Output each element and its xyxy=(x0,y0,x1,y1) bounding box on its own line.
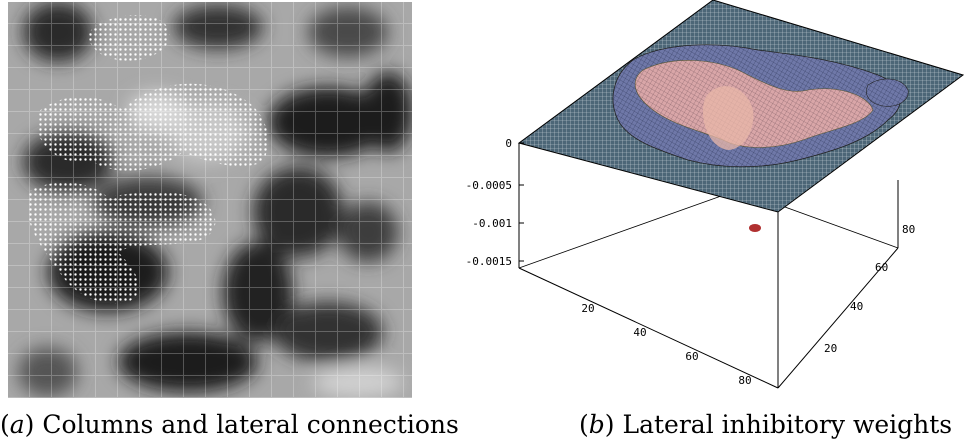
z-tick-label: -0.001 xyxy=(472,217,512,230)
inhibitory-weights-surface-plot: 0 -0.0005 -0.001 -0.0015 20 40 60 80 20 … xyxy=(466,0,964,389)
caption-a-label: a xyxy=(9,410,25,439)
columns-map-image xyxy=(8,2,412,398)
x-tick-label: 20 xyxy=(581,302,594,315)
y-tick-label: 80 xyxy=(902,223,915,236)
surface-bump xyxy=(634,60,874,148)
caption-b-label: b xyxy=(588,410,605,439)
z-tick-label: -0.0005 xyxy=(466,179,512,192)
x-tick-label: 60 xyxy=(685,350,698,363)
x-axis: 20 40 60 80 xyxy=(581,302,751,387)
caption-a: (a) Columns and lateral connections xyxy=(0,410,459,439)
y-tick-label: 20 xyxy=(824,342,837,355)
caption-b: (b) Lateral inhibitory weights xyxy=(579,410,953,439)
y-axis: 20 40 60 80 xyxy=(824,223,915,355)
x-tick-label: 80 xyxy=(738,374,751,387)
plot-box xyxy=(518,143,899,389)
z-tick-label: 0 xyxy=(505,137,512,150)
caption-a-text: Columns and lateral connections xyxy=(42,410,459,439)
x-tick-label: 40 xyxy=(633,326,646,339)
z-tick-label: -0.0015 xyxy=(466,255,512,268)
z-axis: 0 -0.0005 -0.001 -0.0015 xyxy=(466,137,524,268)
caption-b-text: Lateral inhibitory weights xyxy=(622,410,953,439)
y-tick-label: 60 xyxy=(875,261,888,274)
y-tick-label: 40 xyxy=(850,300,863,313)
